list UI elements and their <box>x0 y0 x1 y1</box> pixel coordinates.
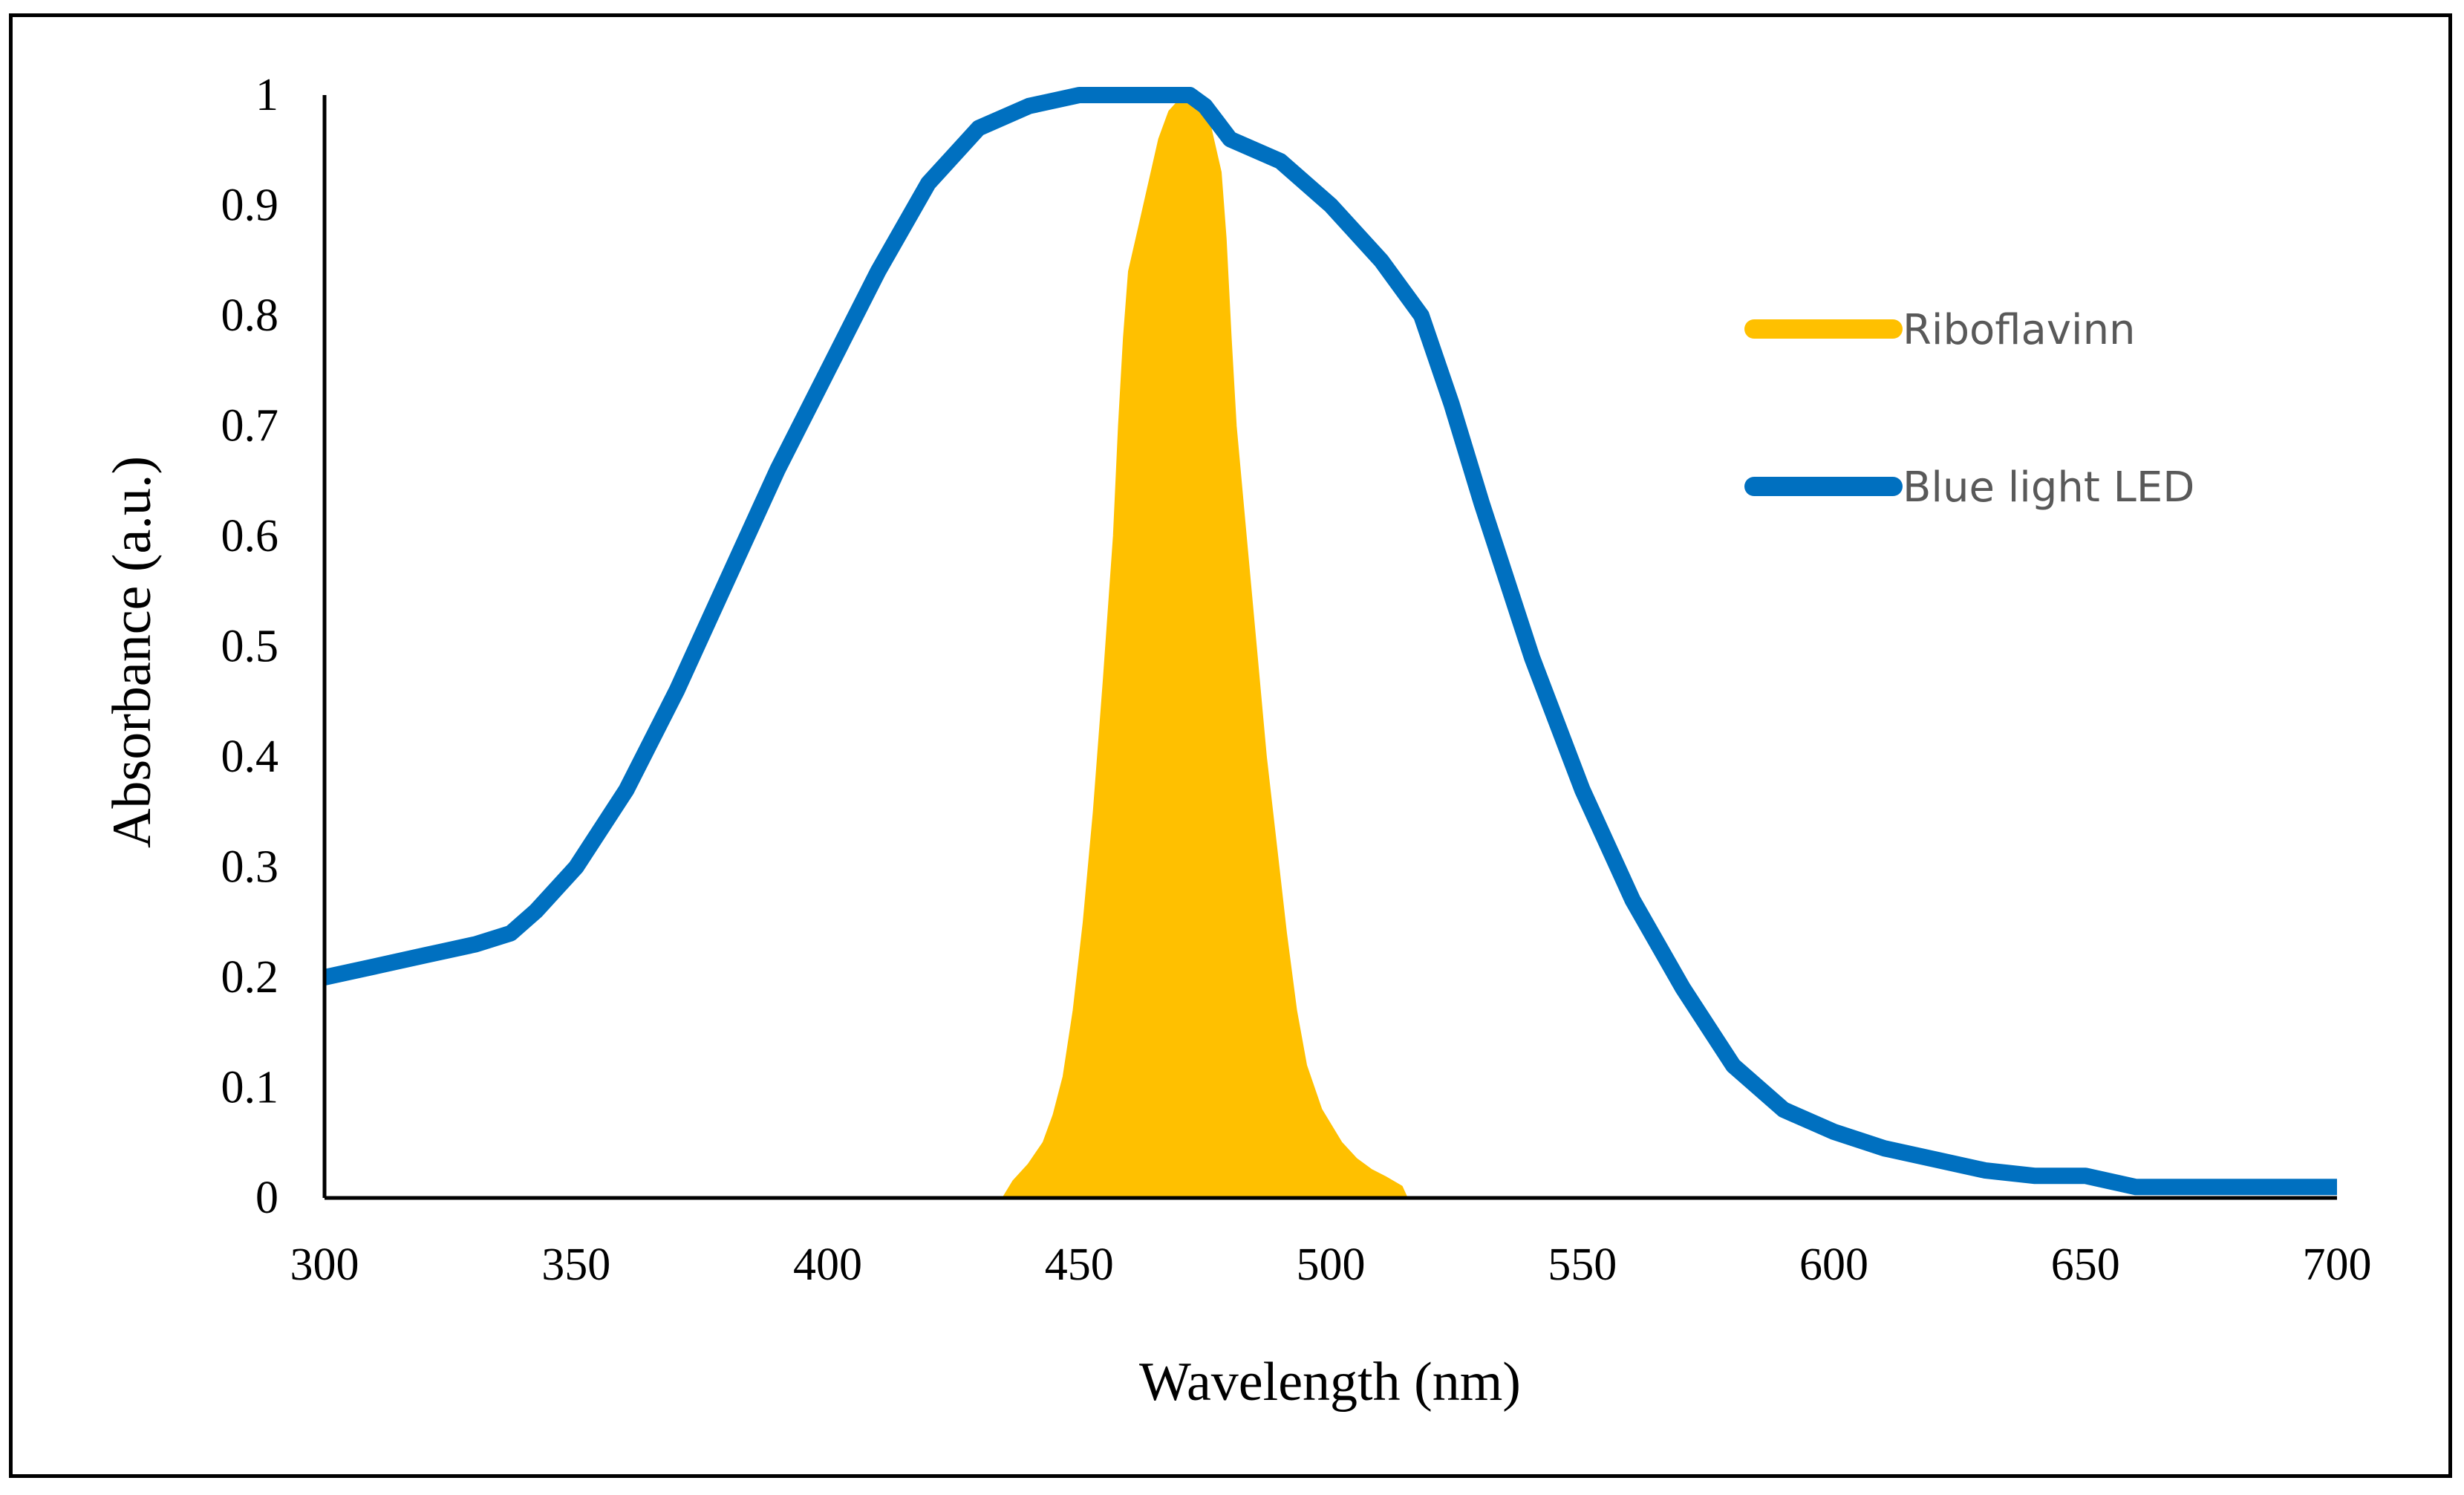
y-tick-labels: 0 0.1 0.2 0.3 0.4 0.5 0.6 0.7 0.8 0.9 1 <box>221 70 279 1223</box>
y-tick-label: 0.2 <box>221 952 279 1003</box>
y-tick-label: 0.5 <box>221 622 279 672</box>
series-layer <box>322 87 2337 1199</box>
legend-label-riboflavinn: Riboflavinn <box>1903 306 2136 354</box>
x-tick-label: 550 <box>1548 1240 1617 1290</box>
chart-frame: 0 0.1 0.2 0.3 0.4 0.5 0.6 0.7 0.8 0.9 1 300 350 400 4… <box>9 13 2452 1478</box>
y-tick-label: 0.8 <box>221 290 279 341</box>
series-line-blue-light-led <box>322 87 2337 1196</box>
chart: 0 0.1 0.2 0.3 0.4 0.5 0.6 0.7 0.8 0.9 1 300 350 400 4… <box>102 70 2372 1413</box>
x-axis-title: Wavelength (nm) <box>1139 1352 1521 1413</box>
y-tick-label: 0.3 <box>221 842 279 893</box>
y-tick-label: 1 <box>255 70 278 120</box>
x-tick-label: 300 <box>290 1240 359 1290</box>
x-tick-label: 350 <box>541 1240 610 1290</box>
x-tick-label: 700 <box>2303 1240 2372 1290</box>
legend-label-blue-light-led: Blue light LED <box>1903 463 2194 512</box>
y-tick-label: 0.4 <box>221 732 279 782</box>
x-tick-label: 500 <box>1297 1240 1366 1290</box>
y-tick-label: 0.1 <box>221 1063 279 1113</box>
y-axis-title: Absorbance (a.u.) <box>102 456 163 848</box>
x-tick-label: 650 <box>2051 1240 2120 1290</box>
legend: Riboflavinn Blue light LED <box>1744 306 2194 512</box>
y-tick-label: 0.7 <box>221 401 279 452</box>
x-tick-label: 400 <box>793 1240 862 1290</box>
x-tick-label: 600 <box>1799 1240 1868 1290</box>
y-tick-label: 0.9 <box>221 180 279 231</box>
y-tick-label: 0 <box>255 1173 278 1223</box>
axes-layer <box>322 95 2337 1200</box>
y-tick-label: 0.6 <box>221 511 279 561</box>
x-tick-labels: 300 350 400 450 500 550 600 650 700 <box>290 1240 2372 1290</box>
series-area-riboflavinn <box>1002 94 1408 1199</box>
x-tick-label: 450 <box>1045 1240 1114 1290</box>
